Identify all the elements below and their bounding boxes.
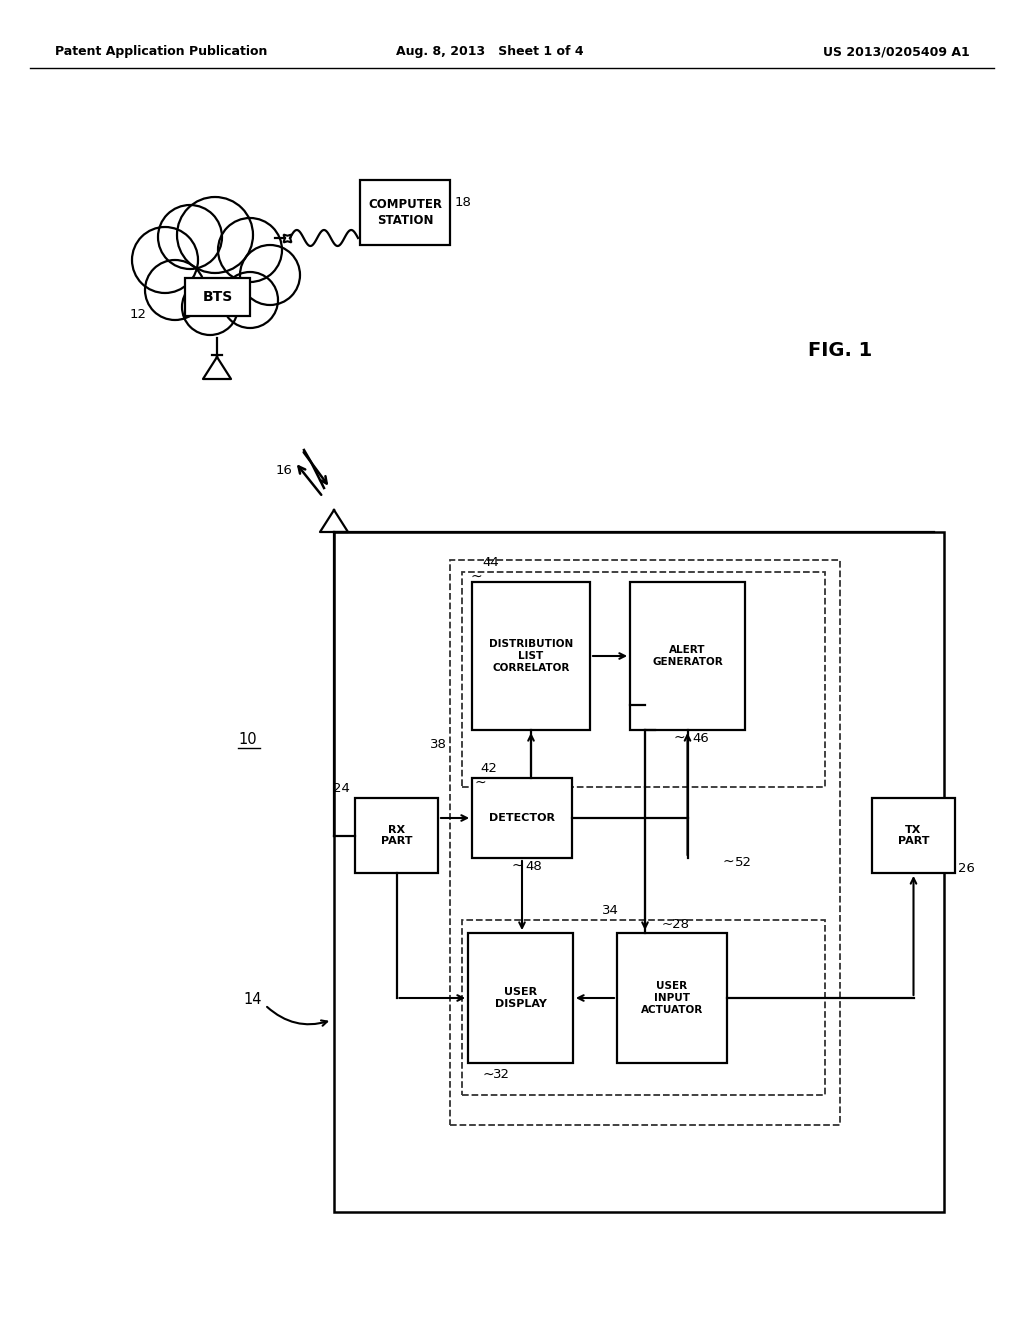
Bar: [450, 560, 840, 1125]
Bar: [355, 799, 438, 873]
Circle shape: [177, 197, 253, 273]
Text: 52: 52: [735, 855, 752, 869]
Ellipse shape: [135, 205, 295, 325]
Text: ~: ~: [674, 731, 685, 744]
Text: FIG. 1: FIG. 1: [808, 341, 872, 359]
Text: 38: 38: [430, 738, 447, 751]
Text: US 2013/0205409 A1: US 2013/0205409 A1: [823, 45, 970, 58]
Bar: [617, 933, 727, 1063]
Bar: [872, 799, 955, 873]
Text: ALERT
GENERATOR: ALERT GENERATOR: [652, 645, 723, 667]
Text: 12: 12: [129, 309, 146, 322]
Text: USER
INPUT
ACTUATOR: USER INPUT ACTUATOR: [641, 981, 703, 1015]
Bar: [462, 572, 825, 787]
Text: 34: 34: [602, 904, 618, 917]
FancyArrowPatch shape: [267, 1007, 327, 1026]
Circle shape: [182, 279, 238, 335]
Text: 44: 44: [482, 556, 499, 569]
Polygon shape: [203, 356, 231, 379]
Text: BTS: BTS: [203, 290, 232, 304]
Text: DETECTOR: DETECTOR: [489, 813, 555, 822]
Text: 24: 24: [333, 781, 350, 795]
Text: ~: ~: [470, 570, 481, 583]
Bar: [462, 920, 825, 1096]
Text: 14: 14: [244, 993, 262, 1007]
Bar: [185, 279, 250, 315]
Circle shape: [222, 272, 278, 327]
Circle shape: [240, 246, 300, 305]
Text: USER
DISPLAY: USER DISPLAY: [495, 987, 547, 1008]
Text: 18: 18: [455, 195, 472, 209]
Bar: [360, 180, 450, 246]
Circle shape: [218, 218, 282, 282]
Bar: [472, 777, 572, 858]
Text: COMPUTER
STATION: COMPUTER STATION: [368, 198, 442, 227]
Circle shape: [158, 205, 222, 269]
Text: 42: 42: [480, 762, 497, 775]
Text: RX
PART: RX PART: [381, 825, 413, 846]
Text: 46: 46: [692, 731, 710, 744]
Text: 48: 48: [525, 859, 542, 873]
Text: ~28: ~28: [662, 919, 690, 932]
Text: Patent Application Publication: Patent Application Publication: [55, 45, 267, 58]
Text: 26: 26: [958, 862, 975, 874]
Bar: [334, 532, 944, 1212]
Polygon shape: [319, 510, 348, 532]
Bar: [630, 582, 745, 730]
Text: ~: ~: [511, 859, 523, 873]
Bar: [468, 933, 573, 1063]
Text: ~: ~: [482, 1068, 494, 1082]
Text: ~: ~: [722, 855, 734, 869]
Text: ~: ~: [474, 776, 485, 789]
Text: Aug. 8, 2013   Sheet 1 of 4: Aug. 8, 2013 Sheet 1 of 4: [396, 45, 584, 58]
Text: TX
PART: TX PART: [898, 825, 929, 846]
Text: 10: 10: [239, 733, 257, 747]
Circle shape: [132, 227, 198, 293]
Text: DISTRIBUTION
LIST
CORRELATOR: DISTRIBUTION LIST CORRELATOR: [488, 639, 573, 673]
Bar: [472, 582, 590, 730]
Text: 16: 16: [275, 463, 292, 477]
Circle shape: [145, 260, 205, 319]
Text: 32: 32: [493, 1068, 510, 1081]
